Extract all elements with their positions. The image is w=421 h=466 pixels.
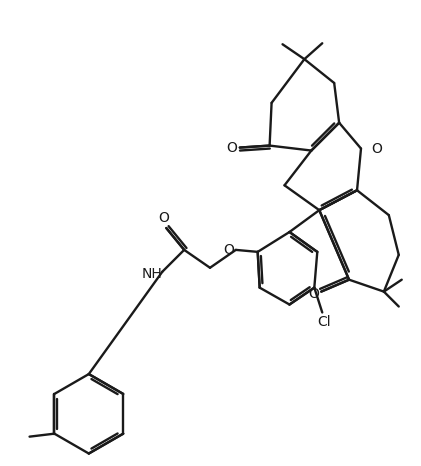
Text: O: O — [308, 287, 319, 301]
Text: O: O — [224, 243, 234, 257]
Text: O: O — [226, 141, 237, 155]
Text: O: O — [371, 142, 382, 156]
Text: NH: NH — [142, 267, 163, 281]
Text: O: O — [158, 211, 169, 225]
Text: Cl: Cl — [317, 315, 331, 329]
